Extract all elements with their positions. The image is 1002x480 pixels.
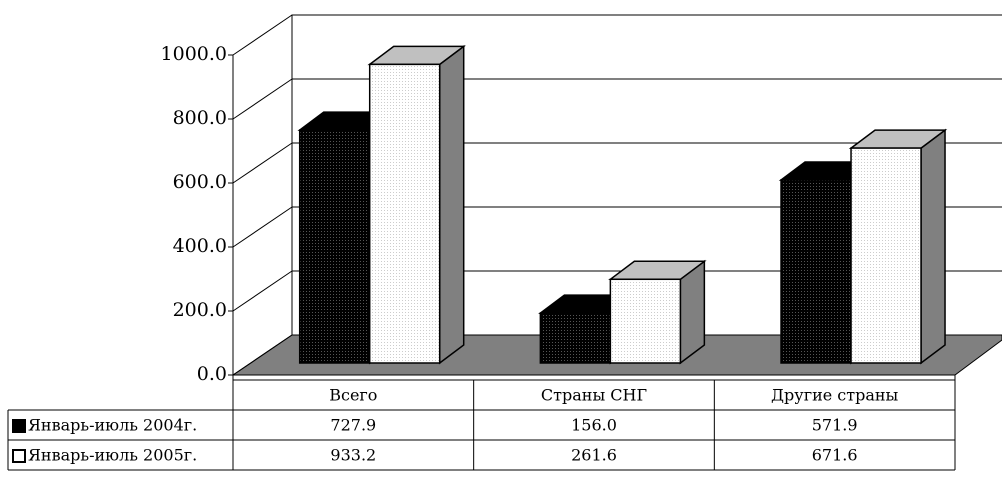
- grid-line: [232, 270, 293, 312]
- y-tick-label: 200.0: [173, 299, 227, 321]
- table-value: 261.6: [571, 446, 617, 465]
- legend-label: Январь-июль 2005г.: [28, 446, 197, 465]
- grid-line: [232, 78, 293, 120]
- table-value: 933.2: [330, 446, 376, 465]
- table-value: 156.0: [571, 416, 617, 435]
- x-tick-label: Страны СНГ: [541, 386, 647, 405]
- bar: [850, 147, 922, 364]
- table-value: 727.9: [330, 416, 376, 435]
- grid-line: [232, 14, 293, 56]
- table-value: 571.9: [812, 416, 858, 435]
- bar: [368, 63, 441, 364]
- y-tick-label: 400.0: [173, 235, 227, 257]
- y-tick-label: 0.0: [197, 363, 227, 385]
- grid-line: [232, 206, 293, 248]
- legend-swatch: [12, 449, 26, 463]
- y-tick-label: 1000.0: [161, 43, 227, 65]
- bar-side: [920, 128, 946, 365]
- legend-swatch: [12, 419, 26, 433]
- table-value: 671.6: [812, 446, 858, 465]
- x-tick-label: Другие страны: [771, 386, 899, 405]
- bar-side: [438, 44, 465, 365]
- grid-line: [232, 142, 293, 184]
- bar: [609, 278, 682, 364]
- y-tick-label: 800.0: [173, 107, 227, 129]
- bar: [539, 312, 612, 364]
- x-tick-label: Всего: [329, 386, 377, 405]
- grid-line: [232, 334, 293, 376]
- y-tick-label: 600.0: [173, 171, 227, 193]
- bar: [780, 179, 852, 364]
- legend-label: Январь-июль 2004г.: [28, 416, 197, 435]
- bar: [298, 129, 371, 364]
